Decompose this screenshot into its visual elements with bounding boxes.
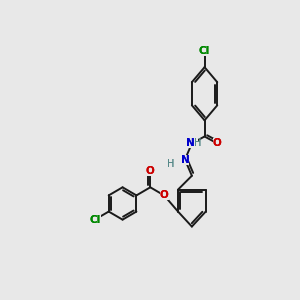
Text: O: O: [160, 190, 169, 200]
Text: O: O: [213, 138, 222, 148]
Text: O: O: [160, 190, 169, 200]
Text: Cl: Cl: [89, 214, 100, 225]
FancyBboxPatch shape: [167, 159, 176, 169]
FancyBboxPatch shape: [181, 154, 189, 165]
Text: H: H: [194, 138, 201, 148]
Text: H: H: [167, 159, 175, 169]
Text: N: N: [181, 154, 189, 165]
Text: N: N: [186, 138, 195, 148]
FancyBboxPatch shape: [146, 166, 155, 176]
FancyBboxPatch shape: [213, 138, 222, 148]
Text: H: H: [194, 138, 201, 148]
Text: N: N: [186, 138, 195, 148]
Text: H: H: [167, 159, 175, 169]
Text: Cl: Cl: [199, 46, 210, 56]
Text: Cl: Cl: [199, 46, 210, 56]
Text: O: O: [146, 166, 155, 176]
FancyBboxPatch shape: [185, 138, 198, 148]
FancyBboxPatch shape: [88, 214, 101, 225]
Text: O: O: [213, 138, 222, 148]
FancyBboxPatch shape: [160, 190, 169, 200]
Text: N: N: [181, 154, 189, 165]
Text: O: O: [146, 166, 155, 176]
Text: Cl: Cl: [89, 214, 100, 225]
FancyBboxPatch shape: [198, 46, 211, 56]
